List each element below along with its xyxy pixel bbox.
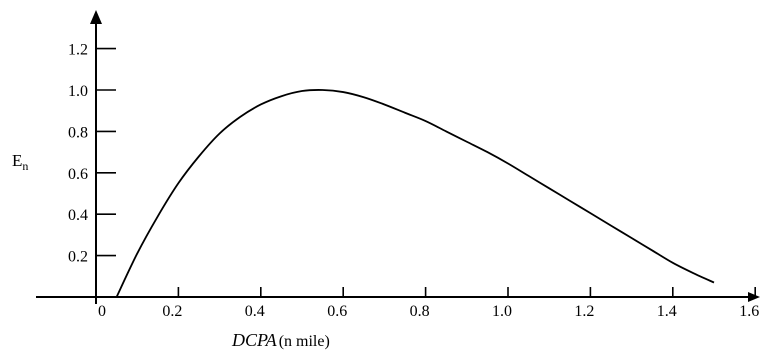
y-tick-label: 1.2 <box>68 42 88 59</box>
y-axis-arrow-icon <box>90 10 102 24</box>
axis-labels: En DCPA (n mile) <box>12 151 330 350</box>
x-tick-label: 0.8 <box>410 303 430 320</box>
x-tick-label: 0 <box>98 303 106 320</box>
x-tick-label: 1.6 <box>739 303 759 320</box>
y-axis-label-subscript: n <box>22 159 28 173</box>
y-tick-label: 0.8 <box>68 124 88 141</box>
y-tick-label: 0.6 <box>68 166 88 183</box>
x-tick-label: 0.6 <box>327 303 347 320</box>
series <box>115 89 715 298</box>
x-tick-label: 1.4 <box>657 303 677 320</box>
series-line <box>115 89 715 298</box>
x-axis-arrow-icon <box>748 292 760 302</box>
x-axis-label: DCPA (n mile) <box>231 330 330 350</box>
x-tick-label: 1.2 <box>574 303 594 320</box>
y-axis-label-main: E <box>12 151 22 170</box>
x-axis-label-main: DCPA <box>231 330 278 350</box>
y-tick-label: 1.0 <box>68 83 88 100</box>
axes <box>36 10 760 304</box>
x-axis-label-unit: (n mile) <box>279 333 330 350</box>
x-tick-label: 0.4 <box>245 303 265 320</box>
ticks: 0.2 0.4 0.6 0.8 1.0 1.2 0 0.2 0.4 0.6 0.8 1.0 1.2 1.4… <box>68 42 759 320</box>
x-tick-label: 0.2 <box>162 303 182 320</box>
y-axis-label: En <box>12 151 28 173</box>
x-tick-label: 1.0 <box>492 303 512 320</box>
y-tick-label: 0.2 <box>68 249 88 266</box>
y-tick-label: 0.4 <box>68 207 88 224</box>
